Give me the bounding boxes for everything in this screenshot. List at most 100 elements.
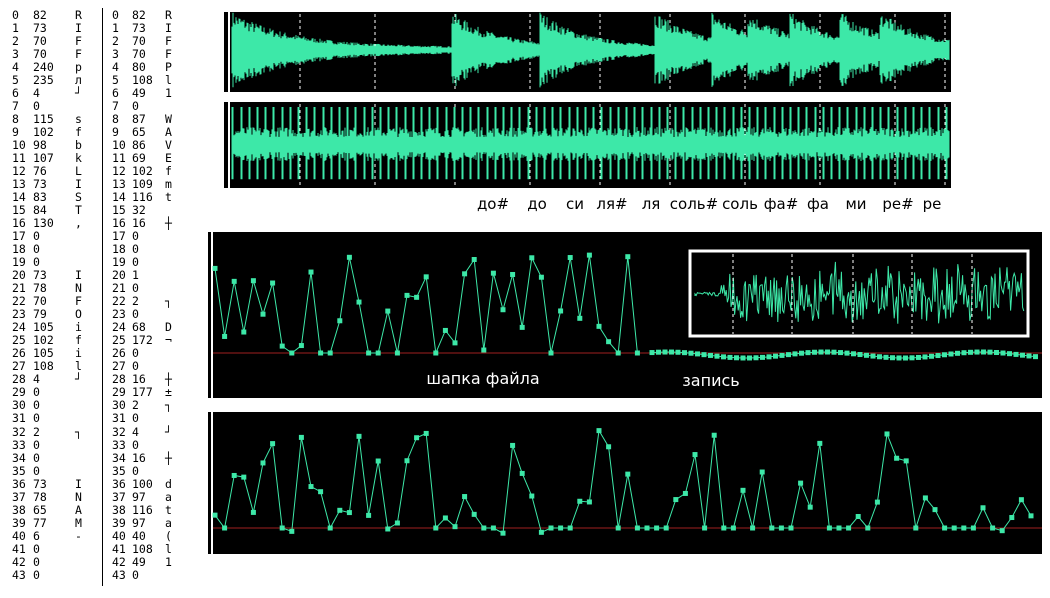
byte-value: 172 bbox=[132, 333, 153, 348]
byte-point bbox=[711, 432, 717, 438]
byte-point bbox=[414, 435, 420, 441]
byte-value: 0 bbox=[33, 541, 40, 556]
byte-point bbox=[596, 428, 602, 434]
byte-value: 78 bbox=[33, 281, 47, 296]
byte-point bbox=[644, 525, 650, 531]
byte-point bbox=[423, 274, 429, 280]
byte-point bbox=[922, 495, 928, 501]
byte-value: 70 bbox=[33, 34, 47, 49]
byte-point bbox=[695, 351, 700, 357]
byte-point bbox=[846, 525, 852, 531]
byte-point bbox=[289, 350, 295, 356]
byte-value: 108 bbox=[132, 541, 153, 556]
byte-point bbox=[394, 350, 400, 356]
byte-value: 73 bbox=[132, 21, 146, 36]
byte-point bbox=[662, 349, 668, 355]
byte-point bbox=[817, 440, 823, 446]
byte-point bbox=[942, 352, 947, 358]
byte-value: 82 bbox=[132, 8, 146, 22]
byte-point bbox=[932, 507, 938, 513]
char: ┼ bbox=[165, 372, 172, 387]
byte-point bbox=[567, 255, 573, 261]
byte-point bbox=[327, 350, 333, 356]
char: V bbox=[165, 138, 172, 153]
index: 8 bbox=[112, 112, 119, 127]
byte-point bbox=[865, 525, 871, 531]
index: 4 bbox=[12, 60, 19, 75]
char: F bbox=[75, 47, 82, 62]
char: m bbox=[165, 177, 172, 192]
index: 36 bbox=[112, 476, 126, 491]
byte-point bbox=[942, 525, 948, 531]
index: 29 bbox=[12, 385, 26, 400]
byte-value: 109 bbox=[132, 177, 153, 192]
byte-value: 0 bbox=[33, 554, 40, 569]
char: l bbox=[165, 541, 172, 556]
byte-point bbox=[442, 327, 448, 333]
byte-value: 177 bbox=[132, 385, 153, 400]
header-label: шапка файла bbox=[426, 369, 539, 388]
char: l bbox=[165, 73, 172, 88]
byte-point bbox=[231, 278, 237, 284]
byte-value: 108 bbox=[132, 73, 153, 88]
byte-point bbox=[883, 354, 889, 360]
byte-point bbox=[481, 525, 487, 531]
char: 1 bbox=[165, 86, 172, 101]
byte-point bbox=[375, 458, 381, 464]
note-label: соль# bbox=[670, 195, 718, 213]
byte-point bbox=[838, 350, 843, 356]
byte-line bbox=[214, 429, 1032, 534]
byte-value: 65 bbox=[132, 125, 146, 140]
byte-value: 0 bbox=[33, 450, 40, 465]
byte-point bbox=[805, 350, 811, 356]
byte-point bbox=[836, 525, 842, 531]
byte-point bbox=[510, 442, 516, 448]
byte-value: 87 bbox=[132, 112, 146, 127]
char: F bbox=[165, 47, 172, 62]
byte-point bbox=[625, 254, 631, 260]
index: 22 bbox=[12, 294, 26, 309]
note-label: ля# bbox=[596, 195, 627, 213]
byte-value: 76 bbox=[33, 164, 47, 179]
byte-value: 73 bbox=[33, 476, 47, 491]
byte-point bbox=[212, 512, 218, 518]
byte-point bbox=[596, 323, 602, 329]
byte-point bbox=[970, 525, 976, 531]
byte-value: 130 bbox=[33, 216, 54, 231]
index: 4 bbox=[112, 60, 119, 75]
byte-point bbox=[500, 530, 506, 536]
char: f bbox=[75, 333, 82, 348]
byte-point bbox=[231, 472, 237, 478]
char: k bbox=[75, 151, 82, 166]
index: 27 bbox=[12, 359, 26, 374]
byte-value: 0 bbox=[33, 385, 40, 400]
byte-point bbox=[951, 525, 957, 531]
byte-point bbox=[874, 499, 880, 505]
byte-point bbox=[727, 354, 733, 360]
byte-value: 98 bbox=[33, 138, 47, 153]
index: 30 bbox=[12, 398, 26, 413]
index: 13 bbox=[12, 177, 26, 192]
waveform bbox=[231, 12, 950, 88]
byte-point bbox=[222, 333, 228, 339]
byte-point bbox=[708, 352, 713, 358]
byte-point bbox=[884, 431, 890, 437]
index: 43 bbox=[12, 567, 26, 582]
byte-point bbox=[798, 480, 804, 486]
byte-point bbox=[490, 270, 496, 276]
byte-value: 2 bbox=[132, 398, 139, 413]
byte-value: 0 bbox=[132, 281, 139, 296]
index: 40 bbox=[12, 528, 26, 543]
index: 18 bbox=[12, 242, 26, 257]
byte-value: 78 bbox=[33, 489, 47, 504]
byte-value: 4 bbox=[33, 86, 40, 101]
char: F bbox=[75, 294, 82, 309]
byte-point bbox=[558, 308, 564, 314]
char: i bbox=[75, 320, 82, 335]
byte-value: 4 bbox=[132, 424, 139, 439]
char: b bbox=[75, 138, 82, 153]
index: 12 bbox=[112, 164, 126, 179]
byte-point bbox=[929, 353, 934, 359]
char: A bbox=[75, 502, 82, 517]
char: ┐ bbox=[165, 398, 172, 413]
